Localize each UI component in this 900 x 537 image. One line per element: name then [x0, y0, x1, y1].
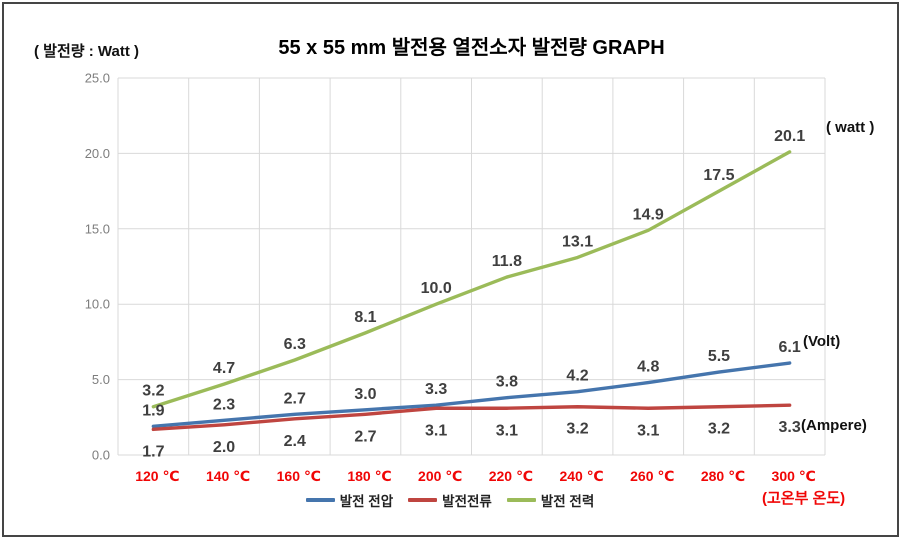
data-label: 8.1: [354, 309, 376, 326]
data-label: 3.2: [142, 383, 164, 400]
data-label: 2.7: [354, 428, 376, 445]
series-line-0: [151, 361, 792, 429]
data-label: 1.7: [142, 443, 164, 460]
x-tick-label: 140 ℃: [206, 468, 250, 484]
data-label: 3.1: [637, 422, 659, 439]
data-label: 4.8: [637, 359, 659, 376]
legend-item-power: 발전 전력: [506, 490, 595, 510]
data-label: 1.9: [142, 402, 164, 419]
current-line-swatch-icon: [408, 498, 438, 502]
voltage-series-unit-label: (Volt): [803, 333, 841, 350]
chart-legend: 발전 전압 발전전류 발전 전력: [0, 491, 900, 509]
legend-label-power: 발전 전력: [540, 494, 595, 509]
data-label: 3.1: [425, 422, 447, 439]
x-axis-note: (고온부 온도): [762, 490, 846, 507]
current-series-unit-label: (Ampere): [801, 417, 867, 434]
data-label: 4.2: [566, 368, 588, 385]
x-tick-label: 280 ℃: [701, 468, 745, 484]
x-tick-label: 240 ℃: [559, 468, 603, 484]
legend-label-voltage: 발전 전압: [339, 494, 394, 509]
data-label: 17.5: [703, 167, 734, 184]
series-line-1: [151, 403, 792, 432]
data-label: 3.0: [354, 386, 376, 403]
y-tick-label: 15.0: [85, 221, 110, 236]
x-tick-label: 180 ℃: [347, 468, 391, 484]
y-axis-unit-label: ( 발전량 : Watt ): [34, 43, 139, 60]
x-tick-label: 220 ℃: [489, 468, 533, 484]
data-label: 14.9: [633, 206, 664, 223]
data-label: 3.1: [496, 422, 518, 439]
data-label: 3.8: [496, 374, 518, 391]
data-label: 3.3: [779, 419, 801, 436]
data-label: 2.3: [213, 396, 235, 413]
data-label: 3.2: [708, 421, 730, 438]
voltage-line-swatch-icon: [305, 498, 335, 502]
chart-title: 55 x 55 mm 발전용 열전소자 발전량 GRAPH: [278, 37, 665, 59]
legend-item-current: 발전전류: [408, 490, 492, 510]
data-label: 11.8: [492, 253, 522, 270]
data-label: 6.3: [284, 336, 306, 353]
data-label: 10.0: [421, 280, 452, 297]
legend-item-voltage: 발전 전압: [305, 490, 394, 510]
x-tick-label: 160 ℃: [277, 468, 321, 484]
data-label: 2.0: [213, 439, 235, 456]
power-line-swatch-icon: [506, 498, 536, 502]
legend-label-current: 발전전류: [442, 494, 492, 509]
data-label: 4.7: [213, 360, 235, 377]
data-label: 5.5: [708, 348, 730, 365]
data-label: 3.2: [566, 421, 588, 438]
series-line-2: [151, 150, 792, 409]
x-tick-label: 120 ℃: [135, 468, 179, 484]
data-label: 13.1: [562, 233, 593, 250]
data-label: 20.1: [774, 128, 805, 145]
data-label: 2.7: [284, 390, 306, 407]
data-label: 2.4: [284, 433, 306, 450]
y-tick-label: 20.0: [85, 146, 110, 161]
y-tick-label: 10.0: [85, 297, 110, 312]
power-series-unit-label: ( watt ): [826, 119, 875, 136]
y-tick-label: 0.0: [92, 448, 110, 463]
data-label: 3.3: [425, 381, 447, 398]
data-label: 6.1: [779, 339, 801, 356]
x-tick-label: 200 ℃: [418, 468, 462, 484]
y-tick-label: 5.0: [92, 372, 110, 387]
y-tick-label: 25.0: [85, 71, 110, 86]
x-tick-label: 260 ℃: [630, 468, 674, 484]
x-tick-label: 300 ℃: [772, 468, 816, 484]
